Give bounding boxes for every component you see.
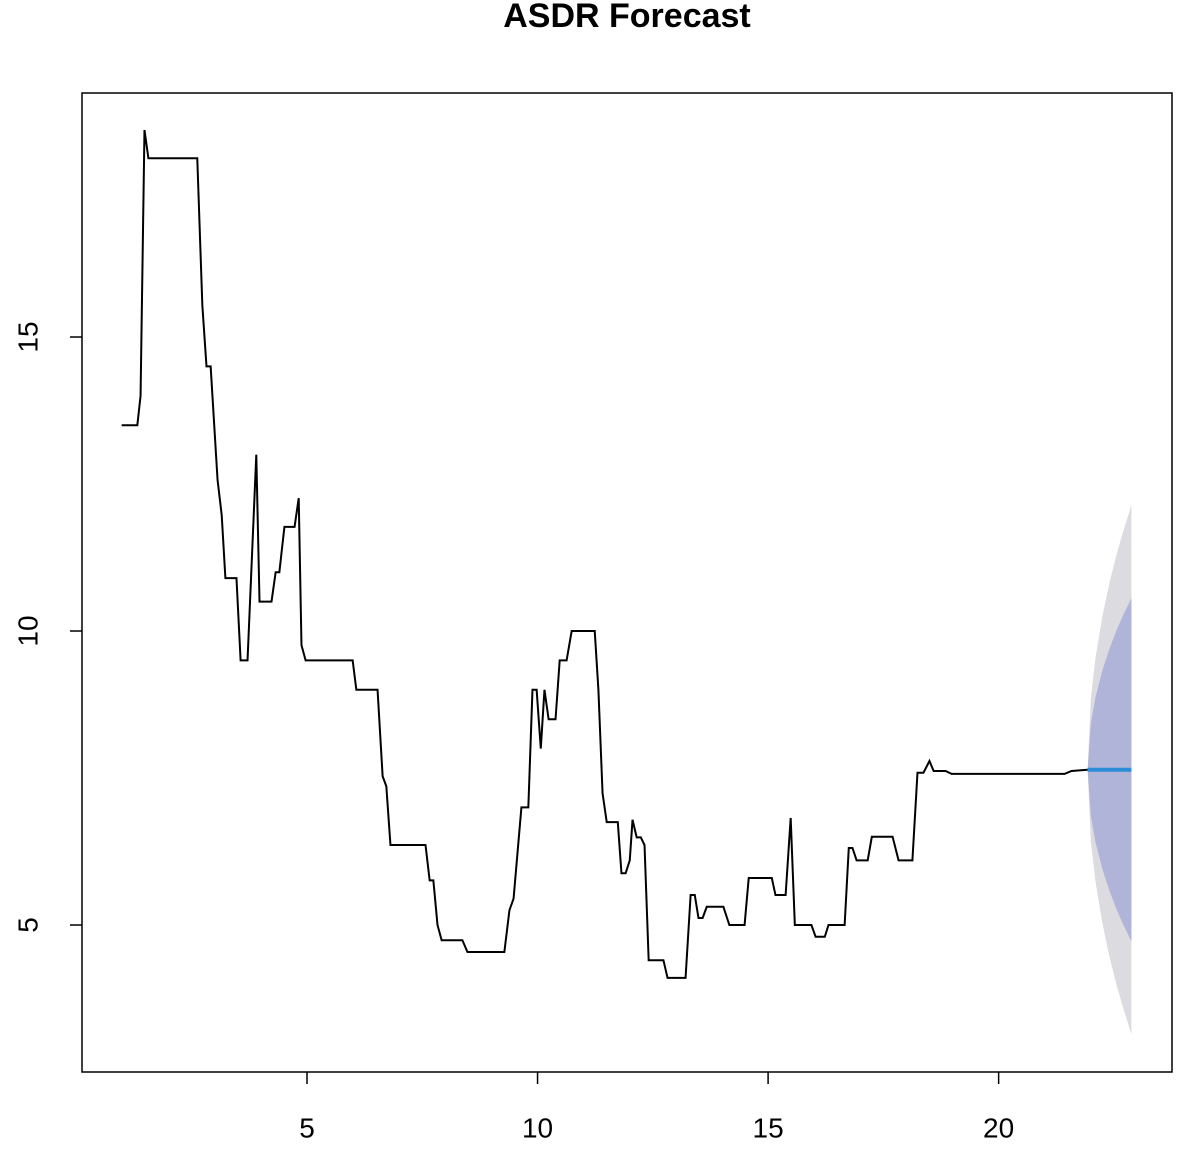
y-tick-label: 5 <box>12 917 43 933</box>
y-tick-label: 10 <box>12 615 43 646</box>
y-tick-label: 15 <box>12 321 43 352</box>
x-tick-label: 10 <box>522 1112 553 1143</box>
x-tick-label: 15 <box>753 1112 784 1143</box>
line <box>121 129 1088 979</box>
plot-frame <box>81 92 1173 1073</box>
x-tick-label: 5 <box>299 1112 315 1143</box>
chart-title: ASDR Forecast <box>503 0 751 35</box>
x-tick-label: 20 <box>983 1112 1014 1143</box>
